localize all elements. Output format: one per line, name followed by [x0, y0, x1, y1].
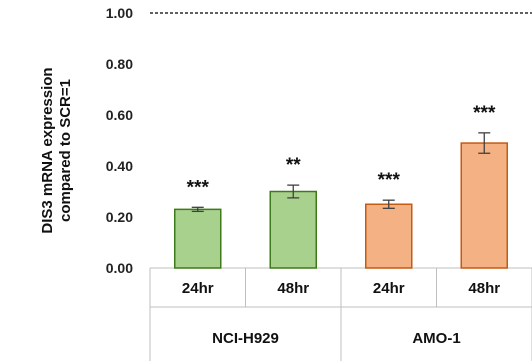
category-label: 24hr — [182, 280, 214, 297]
group-labels: NCI-H929 AMO-1 — [212, 330, 461, 347]
group-label: AMO-1 — [412, 330, 460, 347]
y-tick-label: 0.60 — [106, 107, 133, 123]
bar-series — [174, 142, 508, 269]
significance-label: *** — [378, 170, 401, 191]
group-label: NCI-H929 — [212, 330, 279, 347]
y-tick-label: 0.80 — [106, 56, 133, 72]
y-tick-label: 0.20 — [106, 209, 133, 225]
bar — [269, 190, 317, 269]
significance-label: *** — [187, 177, 210, 198]
significance-label: *** — [473, 103, 496, 124]
y-axis-title-line: compared to SCR=1 — [57, 79, 74, 222]
bar — [460, 142, 508, 269]
significance-label: ** — [286, 155, 301, 176]
error-bars — [191, 132, 491, 213]
bar — [365, 203, 413, 269]
y-tick-label: 1.00 — [106, 5, 133, 21]
category-label: 24hr — [373, 280, 405, 297]
y-tick-label: 0.00 — [106, 260, 133, 276]
y-axis-title-line: DIS3 mRNA expression — [39, 67, 56, 233]
significance-labels: *********** — [187, 103, 496, 198]
y-tick-label: 0.40 — [106, 158, 133, 174]
y-axis-title: DIS3 mRNA expression compared to SCR=1 — [39, 67, 74, 233]
category-label: 48hr — [277, 280, 309, 297]
y-axis-ticks: 0.00 0.20 0.40 0.60 0.80 1.00 — [106, 5, 133, 276]
bar — [174, 208, 222, 269]
category-labels: 24hr 48hr 24hr 48hr — [182, 280, 500, 297]
category-label: 48hr — [468, 280, 500, 297]
